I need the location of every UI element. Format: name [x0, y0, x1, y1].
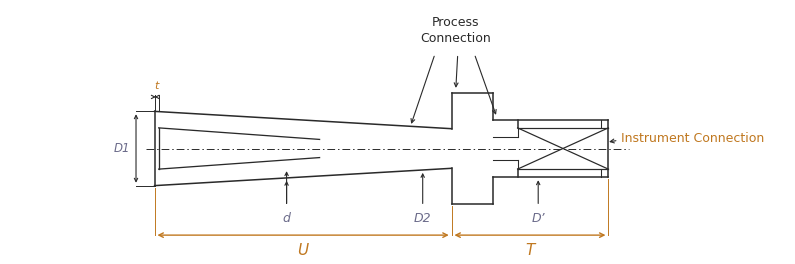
Text: D’: D’ — [531, 213, 545, 225]
Text: Process
Connection: Process Connection — [421, 16, 491, 45]
Text: D2: D2 — [414, 213, 432, 225]
Text: t: t — [154, 81, 159, 91]
Text: Instrument Connection: Instrument Connection — [621, 132, 764, 145]
Text: U: U — [297, 243, 308, 258]
Text: D1: D1 — [114, 142, 130, 155]
Text: d: d — [283, 213, 290, 225]
Text: T: T — [525, 243, 535, 258]
